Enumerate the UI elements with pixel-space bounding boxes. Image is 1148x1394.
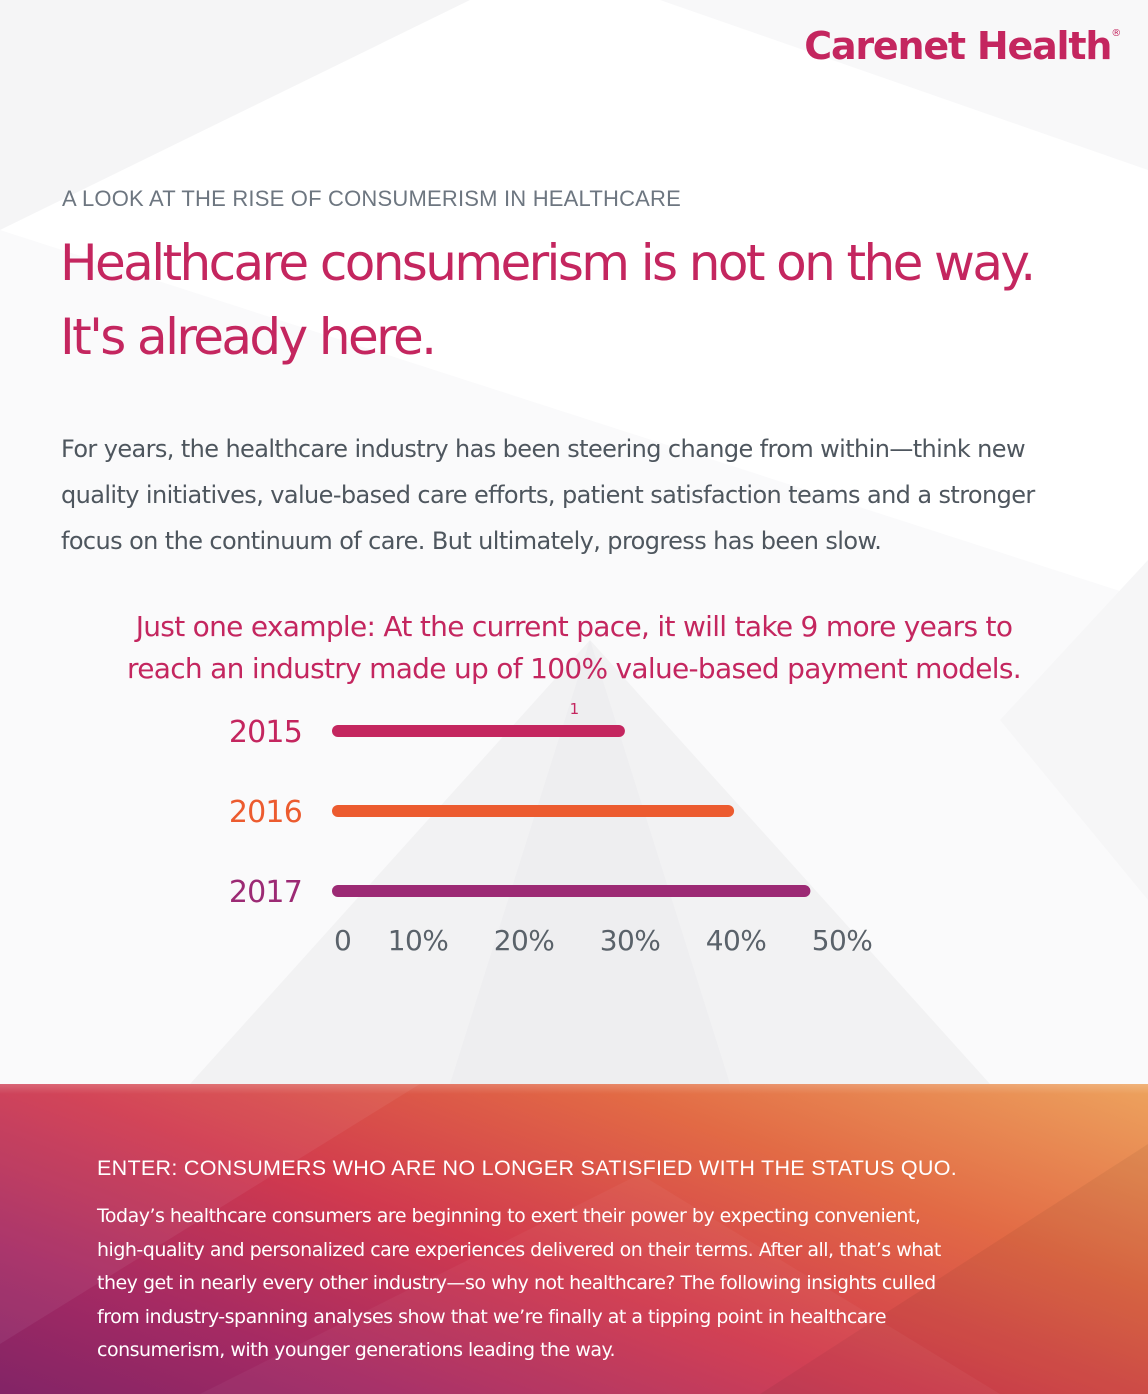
callout-line-2: reach an industry made up of 100% value-… [0, 648, 1148, 732]
callout-statement: Just one example: At the current pace, i… [0, 606, 1148, 732]
consumers-section: ENTER: CONSUMERS WHO ARE NO LONGER SATIS… [0, 1084, 1148, 1394]
page-headline: Healthcare consumerism is not on the way… [60, 226, 1120, 374]
footnote-marker: 1 [569, 700, 580, 718]
logo-text: Carenet Health [804, 24, 1112, 68]
x-tick-label: 10% [388, 924, 448, 957]
callout-line-2-text: reach an industry made up of 100% value-… [127, 652, 1022, 685]
bar-label-2015: 2015 [229, 715, 302, 750]
consumers-line-3: they get in nearly every other industry—… [97, 1272, 936, 1295]
x-tick-label: 30% [600, 924, 660, 957]
intro-paragraph: For years, the healthcare industry has b… [61, 426, 1121, 564]
eyebrow-heading: A LOOK AT THE RISE OF CONSUMERISM IN HEA… [62, 186, 681, 211]
x-tick-label: 20% [494, 924, 554, 957]
intro-line-2: quality initiatives, value-based care ef… [61, 481, 1035, 509]
headline-line-1: Healthcare consumerism is not on the way… [60, 234, 1036, 292]
headline-line-2: It's already here. [60, 308, 437, 366]
x-tick-label: 0 [334, 924, 351, 957]
x-tick-label: 50% [812, 924, 872, 957]
consumers-line-4: from industry-spanning analyses show tha… [97, 1305, 887, 1328]
brand-logo: Carenet Health® [804, 24, 1121, 68]
consumers-heading: ENTER: CONSUMERS WHO ARE NO LONGER SATIS… [97, 1156, 958, 1180]
callout-line-1: Just one example: At the current pace, i… [135, 610, 1013, 643]
bar-label-2016: 2016 [229, 795, 302, 830]
x-tick-label: 40% [706, 924, 766, 957]
band-decoration [0, 1084, 1148, 1394]
consumers-paragraph: Today’s healthcare consumers are beginni… [97, 1200, 1097, 1368]
bar-label-2017: 2017 [229, 875, 302, 910]
consumers-line-5: consumerism, with younger generations le… [97, 1339, 616, 1362]
consumers-line-1: Today’s healthcare consumers are beginni… [97, 1205, 921, 1227]
background-decoration [190, 640, 990, 1084]
intro-line-1: For years, the healthcare industry has b… [61, 435, 1026, 463]
consumers-line-2: high-quality and personalized care exper… [97, 1238, 941, 1261]
intro-line-3: focus on the continuum of care. But ulti… [61, 527, 882, 555]
registered-mark: ® [1111, 28, 1121, 39]
value-based-payment-chart: 2015 2016 2017 0 10% 20% 30% 40% 50% [229, 715, 873, 957]
